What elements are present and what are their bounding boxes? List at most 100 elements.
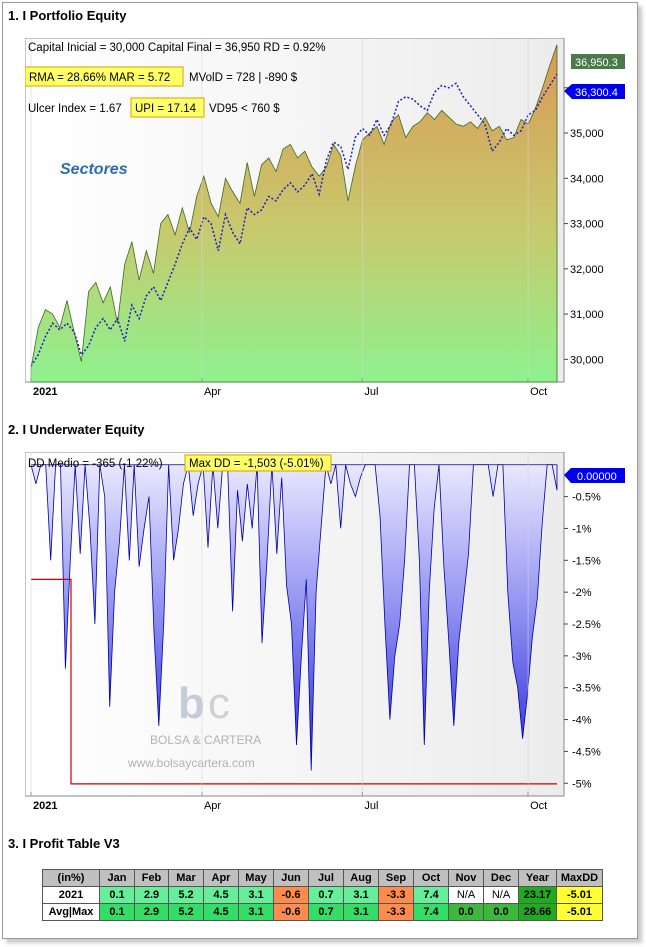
col-header: Apr [203, 869, 239, 887]
col-header: (in%) [42, 869, 100, 887]
rma-mar-text: RMA = 28.66% MAR = 5.72 [29, 72, 170, 84]
table-cell: 3.1 [343, 886, 379, 904]
underwater-section-title: 2. I Underwater Equity [8, 422, 145, 437]
last-value-underwater: 0.00000 [564, 468, 625, 483]
underwater-ytick-label: -1.5% [572, 555, 601, 567]
underwater-xtick-label: Apr [204, 800, 221, 812]
underwater-xtick-label: Oct [530, 800, 547, 812]
equity-ytick-label: 34,000 [570, 173, 604, 185]
profit-section-title: 3. I Profit Table V3 [8, 836, 120, 851]
table-header-row: (in%) Jan Feb Mar Apr May Jun Jul Aug Sep Oct Nov De… [42, 869, 603, 887]
table-cell: 2.9 [134, 886, 169, 904]
table-cell: N/A [483, 886, 519, 904]
col-header: Aug [343, 869, 379, 887]
table-cell: -5.01 [556, 903, 603, 921]
equity-ytick-label: 32,000 [570, 264, 604, 276]
svg-text:0.00000: 0.00000 [577, 471, 617, 483]
col-header: Feb [134, 869, 169, 887]
underwater-ytick-label: -2.5% [572, 619, 601, 631]
underwater-ytick-label: -4.5% [572, 746, 601, 758]
watermark: b c BOLSA & CARTERA www.bolsaycartera.co… [127, 679, 261, 770]
ulcer-index-text: Ulcer Index = 1.67 [28, 103, 122, 115]
max-dd-text: Max DD = -1,503 (-5.01%) [189, 458, 324, 470]
table-cell: 3.1 [343, 903, 379, 921]
col-header: MaxDD [556, 869, 603, 887]
underwater-xtick-label: 2021 [33, 800, 57, 812]
col-header: Jun [273, 869, 309, 887]
table-cell: 0.1 [99, 903, 135, 921]
equity-ytick-label: 30,000 [570, 354, 604, 366]
table-cell: 3.1 [238, 886, 274, 904]
table-cell: 0.7 [308, 903, 344, 921]
table-cell: 2.9 [134, 903, 169, 921]
table-cell: N/A [448, 886, 484, 904]
col-header: Oct [413, 869, 449, 887]
underwater-area [30, 464, 558, 771]
equity-xtick-label: Oct [530, 386, 547, 398]
underwater-ytick-label: -3% [572, 651, 592, 663]
table-cell: 0.0 [483, 903, 519, 921]
svg-text:c: c [208, 679, 230, 728]
table-cell: -3.3 [378, 903, 414, 921]
series-label: Sectores [60, 161, 128, 178]
row-label: 2021 [42, 886, 100, 904]
col-header: Jul [308, 869, 344, 887]
table-cell: 7.4 [413, 886, 449, 904]
table-cell: 3.1 [238, 903, 274, 921]
table-cell: 4.5 [203, 886, 239, 904]
underwater-ytick-label: -2% [572, 587, 592, 599]
col-header: Sep [378, 869, 414, 887]
benchmark-line [30, 73, 558, 367]
equity-xtick-label: Apr [204, 386, 221, 398]
table-cell: 5.2 [168, 886, 204, 904]
equity-xtick-label: 2021 [33, 386, 57, 398]
equity-area [30, 44, 558, 383]
rma-badge [25, 66, 184, 87]
equity-ytick-label: 31,000 [570, 309, 604, 321]
underwater-chart: b c BOLSA & CARTERA www.bolsaycartera.co… [25, 452, 625, 812]
underwater-ytick-label: -3.5% [572, 683, 601, 695]
table-cell: 5.2 [168, 903, 204, 921]
col-header: May [238, 869, 274, 887]
table-cell: -0.6 [273, 903, 309, 921]
col-header: Year [518, 869, 557, 887]
col-header: Mar [168, 869, 204, 887]
table-cell: -3.3 [378, 886, 414, 904]
underwater-ytick-label: -1% [572, 523, 592, 535]
last-value-equity: 36,950.3 [571, 54, 625, 69]
svg-text:36,300.4: 36,300.4 [575, 87, 618, 99]
table-row: Avg|Max 0.1 2.9 5.2 4.5 3.1 -0.6 0.7 3.1 -3.3 7.4 0… [42, 903, 603, 921]
last-value-benchmark: 36,300.4 [564, 84, 625, 99]
upi-text: UPI = 17.14 [135, 103, 197, 115]
upi-badge [130, 97, 205, 118]
table-cell: 4.5 [203, 903, 239, 921]
dd-medio-text: DD Medio = -365 (-1.22%) [28, 458, 163, 470]
col-header: Jan [99, 869, 135, 887]
table-cell: -5.01 [556, 886, 603, 904]
equity-ytick-label: 35,000 [570, 128, 604, 140]
svg-text:36,950.3: 36,950.3 [575, 57, 618, 69]
underwater-ytick-label: -5% [572, 778, 592, 790]
max-dd-line [31, 578, 557, 785]
col-header: Nov [448, 869, 484, 887]
col-header: Dec [483, 869, 519, 887]
capital-stats-text: Capital Inicial = 30,000 Capital Final =… [28, 42, 326, 54]
row-label: Avg|Max [42, 903, 100, 921]
table-cell: 0.1 [99, 886, 135, 904]
table-cell: 0.0 [448, 903, 484, 921]
table-cell: 23.17 [518, 886, 557, 904]
svg-text:BOLSA & CARTERA: BOLSA & CARTERA [150, 733, 261, 747]
equity-chart: 30,00031,00032,00033,00034,00035,00036,0… [25, 38, 625, 398]
table-row: 2021 0.1 2.9 5.2 4.5 3.1 -0.6 0.7 3.1 -3.3 7.4 N/A N… [42, 886, 603, 904]
profit-table: (in%) Jan Feb Mar Apr May Jun Jul Aug Sep Oct Nov De… [42, 869, 603, 921]
equity-section-title: 1. I Portfolio Equity [8, 8, 127, 23]
equity-ytick-label: 33,000 [570, 219, 604, 231]
underwater-xtick-label: Jul [364, 800, 378, 812]
table-cell: 0.7 [308, 886, 344, 904]
underwater-ytick-label: -0.5% [572, 492, 601, 504]
max-dd-badge [184, 454, 332, 472]
vd95-text: VD95 < 760 $ [209, 103, 280, 115]
table-cell: -0.6 [273, 886, 309, 904]
underwater-ytick-label: -4% [572, 715, 592, 727]
svg-text:b: b [178, 679, 205, 728]
